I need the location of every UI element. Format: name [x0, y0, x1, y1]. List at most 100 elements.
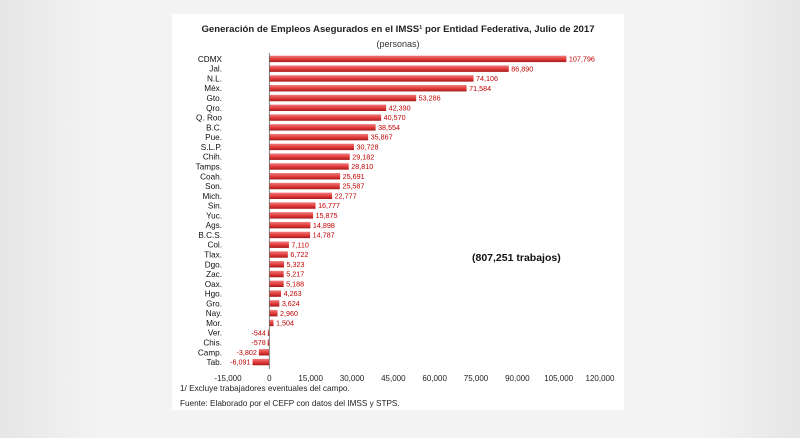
bar-30	[258, 349, 270, 356]
category-label: B.C.S.	[198, 231, 222, 240]
axis-layer: -15,000 0 15,000 30,000 45,000 60,000 75,000 90…	[214, 53, 615, 383]
category-label: Hgo.	[205, 290, 222, 299]
value-label: 40,570	[384, 113, 406, 122]
bar-8	[269, 133, 369, 141]
value-label: 35,867	[371, 133, 393, 142]
value-label: 5,323	[287, 260, 305, 269]
x-tick-label: 105,000	[544, 374, 573, 383]
category-label: Gto.	[207, 94, 222, 103]
value-label: 29,182	[352, 152, 374, 161]
bar-9	[269, 143, 355, 151]
category-label: B.C.	[206, 123, 222, 132]
category-label: Camp.	[198, 348, 222, 357]
category-label: Q. Roo	[196, 114, 222, 123]
chart-title: Generación de Empleos Asegurados en el I…	[201, 24, 595, 35]
category-label: Méx.	[204, 84, 222, 93]
value-label: 74,106	[476, 74, 498, 83]
bar-0	[269, 55, 567, 63]
value-label: 30,728	[357, 143, 379, 152]
bar-13	[269, 182, 340, 190]
bar-27	[269, 319, 274, 327]
bar-28	[267, 329, 270, 336]
category-label: Tlax.	[204, 250, 222, 259]
value-label: 71,584	[469, 84, 491, 93]
value-label: 107,796	[569, 54, 595, 63]
source-note: Fuente: Elaborado por el CEFP con datos …	[180, 399, 400, 408]
value-label: 22,777	[335, 191, 357, 200]
bar-22	[269, 270, 284, 278]
value-label: 2,960	[280, 309, 298, 318]
bar-29	[267, 339, 270, 346]
value-label: -6,091	[230, 358, 250, 367]
x-tick-label: 60,000	[422, 374, 447, 383]
x-tick-label: 45,000	[381, 374, 406, 383]
bar-16	[269, 212, 314, 219]
value-label: 86,890	[511, 64, 533, 73]
bars-layer	[252, 55, 567, 366]
value-label: 15,875	[316, 211, 338, 220]
category-label: Tamps.	[196, 162, 222, 171]
chart-subtitle: (personas)	[376, 39, 420, 49]
value-label: 1,504	[276, 319, 294, 328]
category-label: Oax.	[205, 280, 222, 289]
value-label: 53,286	[419, 94, 441, 103]
x-tick-label: 30,000	[340, 374, 365, 383]
bar-31	[252, 358, 270, 366]
category-label: Jal.	[209, 65, 222, 74]
value-label: 42,390	[389, 103, 411, 112]
value-label: 25,691	[343, 172, 365, 181]
category-label: Zac.	[206, 270, 222, 279]
category-label: Nay.	[206, 309, 222, 318]
bar-15	[269, 202, 316, 209]
bar-11	[269, 163, 349, 170]
x-tick-label: 90,000	[505, 374, 530, 383]
bar-2	[269, 75, 474, 82]
bar-14	[269, 192, 333, 200]
value-label: -3,802	[236, 348, 256, 357]
x-tick-label: 120,000	[586, 374, 615, 383]
category-label: Yuc.	[206, 211, 222, 220]
value-label: 25,587	[342, 182, 364, 191]
x-tick-label: -15,000	[214, 374, 242, 383]
bar-12	[269, 173, 341, 180]
x-tick-label: 75,000	[464, 374, 489, 383]
bar-chart: -15,000 0 15,000 30,000 45,000 60,000 75,000 90…	[196, 53, 615, 383]
bar-20	[269, 251, 288, 258]
category-label: Chih.	[203, 153, 222, 162]
bar-18	[269, 231, 311, 239]
category-label: Ags.	[206, 221, 222, 230]
labels-layer: CDMX 107,796 Jal. 86,890 N.L. 74,106 Méx. 71,58…	[196, 54, 595, 367]
footnote: 1/ Excluye trabajadores eventuales del c…	[180, 384, 350, 393]
bar-10	[269, 153, 350, 160]
category-label: Qro.	[206, 104, 222, 113]
bar-26	[269, 309, 278, 317]
bar-17	[269, 221, 311, 229]
category-label: N.L.	[207, 74, 222, 83]
bar-5	[269, 104, 387, 111]
category-label: Pue.	[205, 133, 222, 142]
category-label: Mich.	[202, 192, 222, 201]
value-label: 3,624	[282, 299, 300, 308]
category-label: S.L.P.	[201, 143, 222, 152]
category-label: Chis.	[203, 339, 222, 348]
category-label: Mor.	[206, 319, 222, 328]
bar-4	[269, 94, 417, 102]
chart-panel: Generación de Empleos Asegurados en el I…	[172, 14, 624, 410]
value-label: 7,110	[291, 240, 308, 249]
category-label: Col.	[207, 241, 222, 250]
category-label: Dgo.	[205, 260, 222, 269]
value-label: 16,777	[318, 201, 340, 210]
bar-6	[269, 114, 382, 121]
bar-25	[269, 300, 280, 307]
bar-3	[269, 85, 467, 92]
category-label: CDMX	[198, 55, 223, 64]
x-tick-label: 0	[267, 374, 272, 383]
value-label: 4,263	[284, 289, 302, 298]
value-label: 28,810	[351, 162, 373, 171]
total-annotation: (807,251 trabajos)	[472, 252, 561, 264]
category-label: Tab.	[207, 358, 222, 367]
bar-7	[269, 124, 376, 131]
category-label: Son.	[205, 182, 222, 191]
value-label: 5,188	[286, 279, 304, 288]
